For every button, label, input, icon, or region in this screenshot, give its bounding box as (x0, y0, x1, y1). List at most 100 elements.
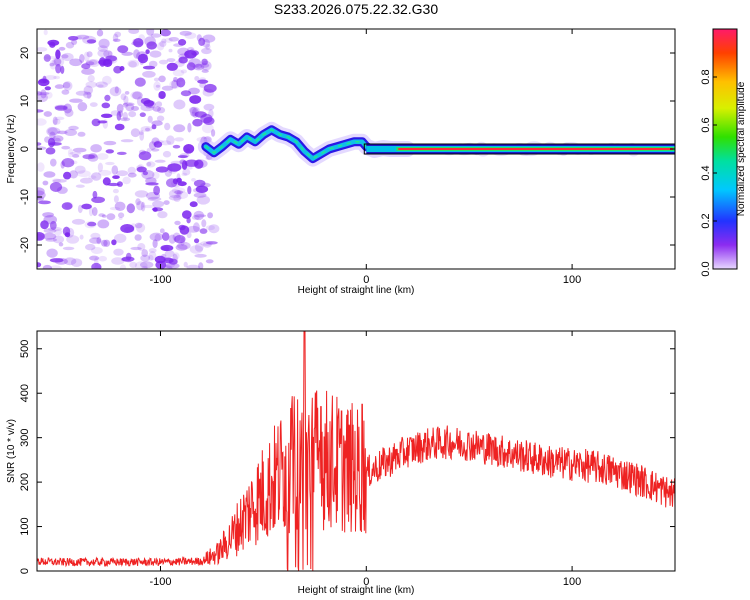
noise-blob (168, 234, 176, 244)
noise-blob (54, 116, 65, 121)
colorbar-gradient (712, 28, 738, 270)
noise-blob (44, 136, 51, 143)
noise-blob (91, 118, 101, 127)
noise-blob (142, 65, 156, 70)
noise-blob (112, 188, 119, 194)
noise-blob (166, 58, 176, 63)
noise-blob (46, 248, 58, 258)
noise-blob (95, 81, 108, 88)
noise-blob (205, 259, 214, 264)
noise-blob (88, 206, 94, 217)
noise-blob (118, 212, 125, 218)
noise-blob (128, 111, 137, 118)
steady-line-peak (398, 148, 673, 150)
noise-blob (145, 161, 156, 168)
noise-blob (106, 213, 116, 221)
noise-blob (151, 124, 157, 130)
noise-blob (101, 214, 107, 218)
noise-blob (97, 120, 108, 124)
noise-blob (58, 242, 64, 247)
noise-blob (169, 168, 177, 174)
snr-panel: -100 0 100 0 100 200 300 400 500 Height of strai… (6, 330, 676, 596)
noise-blob (164, 250, 175, 258)
noise-blob (167, 163, 182, 172)
noise-blob (43, 54, 51, 62)
noise-blob (145, 104, 152, 109)
noise-blob (179, 153, 190, 158)
noise-blob (125, 103, 135, 112)
noise-blob (172, 79, 184, 82)
noise-blob (160, 140, 172, 146)
noise-blob (62, 246, 75, 251)
noise-blob (201, 47, 212, 55)
noise-blob (109, 206, 120, 211)
noise-blob (61, 202, 73, 210)
noise-blob (61, 54, 69, 59)
noise-blob (109, 86, 122, 97)
noise-blob (134, 77, 146, 87)
chart-title: S233.2026.075.22.32.G30 (274, 1, 438, 17)
noise-blob (64, 232, 71, 238)
noise-blob (193, 192, 207, 198)
noise-blob (45, 238, 57, 242)
noise-blob (81, 68, 95, 75)
noise-blob (53, 75, 60, 80)
snr-series-line (37, 331, 675, 571)
noise-blob (166, 62, 178, 71)
noise-blob (141, 249, 148, 258)
noise-blob (49, 131, 56, 141)
noise-blob (43, 111, 52, 117)
noise-blob (44, 86, 51, 91)
noise-blob (37, 232, 45, 241)
noise-blob (190, 48, 195, 54)
noise-blob (191, 50, 200, 56)
noise-blob (145, 127, 150, 132)
snr-xtick-label: -100 (149, 576, 171, 588)
noise-blob (152, 239, 158, 249)
noise-blob (83, 91, 92, 99)
noise-blob (135, 222, 146, 233)
noise-blob (63, 103, 72, 114)
noise-blob (103, 140, 117, 146)
noise-blob (96, 153, 109, 160)
noise-blob (83, 85, 94, 95)
noise-blob (200, 63, 210, 68)
noise-blob (142, 70, 156, 78)
noise-blob (69, 98, 83, 103)
noise-blob (50, 158, 57, 167)
noise-blob (143, 100, 155, 107)
noise-blob (132, 91, 143, 100)
noise-blob (47, 137, 56, 148)
noise-blob (168, 37, 179, 42)
noise-blob (80, 177, 93, 184)
noise-blob (37, 91, 43, 96)
noise-blob (49, 265, 62, 269)
noise-blob (104, 94, 111, 102)
noise-blob (47, 226, 62, 232)
noise-blob (166, 178, 178, 188)
noise-blob (201, 219, 207, 228)
noise-blob (91, 247, 103, 254)
noise-blob (136, 201, 145, 211)
spectrogram-xtick-label: -100 (149, 274, 171, 286)
noise-blob (172, 144, 181, 149)
noise-blob (37, 262, 42, 268)
noise-blob (197, 79, 209, 84)
noise-blob (130, 128, 140, 138)
snr-ytick-label: 200 (19, 473, 31, 491)
noise-blob (173, 124, 186, 133)
noise-blob (51, 137, 61, 142)
noise-blob (114, 31, 122, 38)
noise-blob (186, 46, 195, 54)
noise-blob (157, 106, 166, 114)
noise-blob (49, 59, 57, 70)
noise-blob (75, 90, 88, 96)
noise-blob (79, 54, 85, 63)
noise-blob (158, 91, 166, 99)
snr-axes: -100 0 100 0 100 200 300 400 500 (19, 331, 675, 588)
noise-blob (52, 116, 58, 126)
noise-blob (85, 243, 96, 251)
noise-region (37, 29, 220, 269)
noise-blob (192, 215, 200, 220)
noise-blob (168, 189, 182, 199)
